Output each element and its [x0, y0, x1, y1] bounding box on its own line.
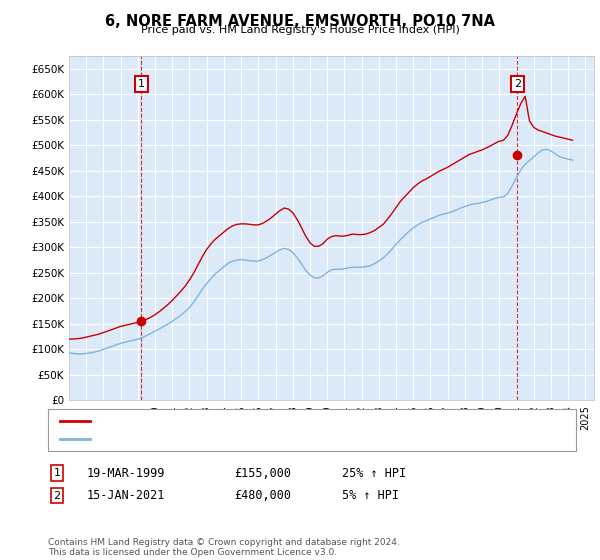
Text: 1: 1 [53, 468, 61, 478]
Text: £480,000: £480,000 [234, 489, 291, 502]
Text: 2: 2 [53, 491, 61, 501]
Text: 1: 1 [138, 79, 145, 89]
Text: 5% ↑ HPI: 5% ↑ HPI [342, 489, 399, 502]
Text: 25% ↑ HPI: 25% ↑ HPI [342, 466, 406, 480]
Text: HPI: Average price, detached house, Havant: HPI: Average price, detached house, Hava… [96, 434, 326, 444]
Text: Price paid vs. HM Land Registry's House Price Index (HPI): Price paid vs. HM Land Registry's House … [140, 25, 460, 35]
Text: 2: 2 [514, 79, 521, 89]
Text: Contains HM Land Registry data © Crown copyright and database right 2024.
This d: Contains HM Land Registry data © Crown c… [48, 538, 400, 557]
Text: £155,000: £155,000 [234, 466, 291, 480]
Text: 6, NORE FARM AVENUE, EMSWORTH, PO10 7NA (detached house): 6, NORE FARM AVENUE, EMSWORTH, PO10 7NA … [96, 416, 437, 426]
Text: 6, NORE FARM AVENUE, EMSWORTH, PO10 7NA: 6, NORE FARM AVENUE, EMSWORTH, PO10 7NA [105, 14, 495, 29]
Text: 19-MAR-1999: 19-MAR-1999 [87, 466, 166, 480]
Text: 15-JAN-2021: 15-JAN-2021 [87, 489, 166, 502]
